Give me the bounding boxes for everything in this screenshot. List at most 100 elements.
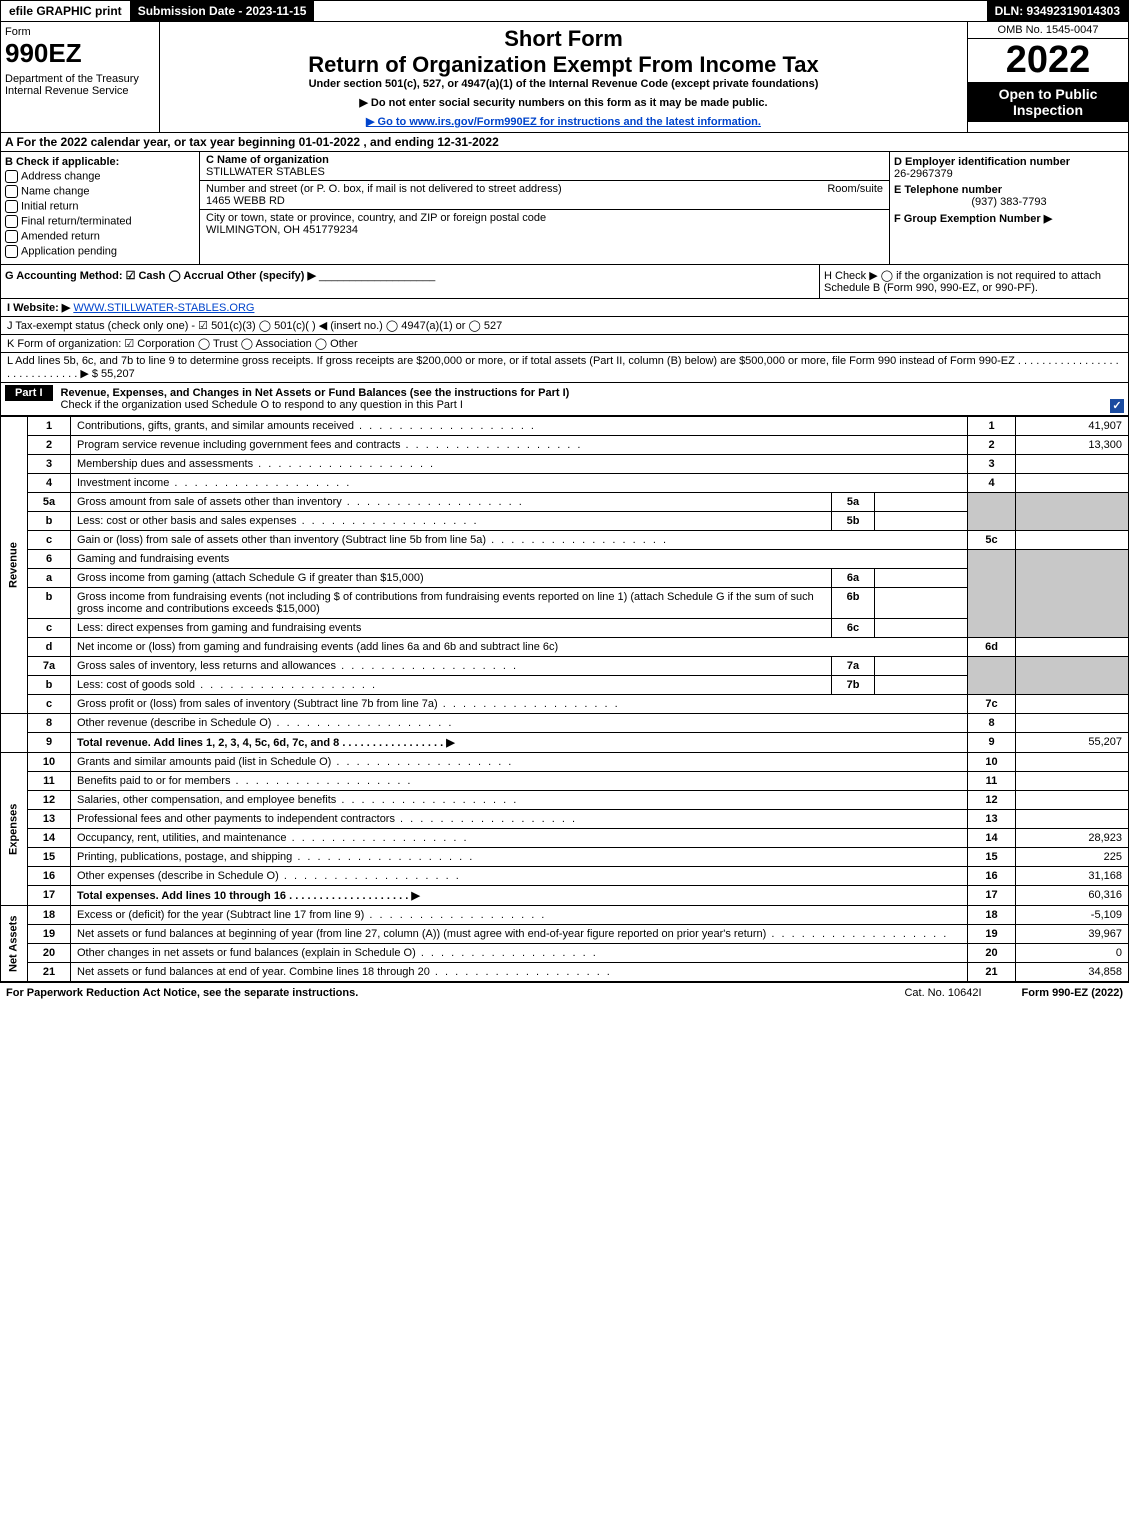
header-left: Form 990EZ Department of the Treasury In… — [1, 22, 160, 132]
l-text: L Add lines 5b, 6c, and 7b to line 9 to … — [7, 355, 1119, 380]
line-ref: 7c — [968, 695, 1016, 714]
section-g-text: G Accounting Method: ☑ Cash ◯ Accrual Ot… — [5, 270, 316, 282]
form-number: 990EZ — [5, 38, 155, 69]
part-1-check-text: Check if the organization used Schedule … — [61, 399, 463, 411]
grey-cell — [968, 657, 1016, 695]
group-exempt-label: F Group Exemption Number ▶ — [894, 212, 1124, 225]
line-desc: Occupancy, rent, utilities, and maintena… — [71, 829, 968, 848]
total-rev-text: Total revenue. Add lines 1, 2, 3, 4, 5c,… — [77, 737, 455, 749]
line-desc: Gross amount from sale of assets other t… — [71, 493, 832, 512]
chk-amended-return[interactable]: Amended return — [5, 230, 195, 243]
line-num: 1 — [28, 417, 71, 436]
line-amount: 13,300 — [1016, 436, 1129, 455]
line-ref: 4 — [968, 474, 1016, 493]
netassets-side-label: Net Assets — [1, 906, 28, 982]
part-1-label: Part I — [5, 385, 53, 401]
checkbox-icon[interactable] — [5, 170, 18, 183]
line-ref: 2 — [968, 436, 1016, 455]
line-desc: Other revenue (describe in Schedule O) — [71, 714, 968, 733]
line-num: 6 — [28, 550, 71, 569]
line-num: 21 — [28, 963, 71, 982]
checkbox-icon[interactable] — [5, 230, 18, 243]
chk-final-return[interactable]: Final return/terminated — [5, 215, 195, 228]
line-amount: 60,316 — [1016, 886, 1129, 906]
ein-value: 26-2967379 — [894, 168, 1124, 180]
line-amount: 0 — [1016, 944, 1129, 963]
subline-amount — [875, 657, 968, 676]
website-link[interactable]: WWW.STILLWATER-STABLES.ORG — [73, 302, 254, 314]
dln-number: DLN: 93492319014303 — [987, 1, 1128, 21]
line-num: 15 — [28, 848, 71, 867]
section-h: H Check ▶ ◯ if the organization is not r… — [819, 265, 1128, 298]
line-amount — [1016, 638, 1129, 657]
org-city-block: City or town, state or province, country… — [200, 210, 889, 238]
submission-date: Submission Date - 2023-11-15 — [130, 1, 315, 21]
section-j-tax-exempt: J Tax-exempt status (check only one) - ☑… — [0, 317, 1129, 335]
l-amount: 55,207 — [101, 368, 135, 380]
form-title: Return of Organization Exempt From Incom… — [164, 52, 963, 78]
line-desc: Less: direct expenses from gaming and fu… — [71, 619, 832, 638]
part-1-header: Part I Revenue, Expenses, and Changes in… — [0, 383, 1129, 416]
line-num: 17 — [28, 886, 71, 906]
grey-cell — [968, 550, 1016, 638]
line-num: 2 — [28, 436, 71, 455]
schedule-o-checkbox[interactable] — [1110, 399, 1124, 413]
line-ref: 10 — [968, 753, 1016, 772]
line-num: d — [28, 638, 71, 657]
line-desc: Total expenses. Add lines 10 through 16 … — [71, 886, 968, 906]
efile-graphic-print[interactable]: efile GRAPHIC print — [1, 1, 130, 21]
line-num: c — [28, 531, 71, 550]
addr-label: Number and street (or P. O. box, if mail… — [206, 183, 562, 195]
ssn-warning: ▶ Do not enter social security numbers o… — [164, 96, 963, 109]
grey-cell — [968, 493, 1016, 531]
subline-amount — [875, 493, 968, 512]
line-desc: Contributions, gifts, grants, and simila… — [71, 417, 968, 436]
checkbox-icon[interactable] — [5, 245, 18, 258]
line-num: 14 — [28, 829, 71, 848]
line-num: 5a — [28, 493, 71, 512]
header-right: OMB No. 1545-0047 2022 Open to Public In… — [967, 22, 1128, 132]
section-a-taxyear: A For the 2022 calendar year, or tax yea… — [0, 133, 1129, 152]
line-desc: Other expenses (describe in Schedule O) — [71, 867, 968, 886]
chk-name-change[interactable]: Name change — [5, 185, 195, 198]
line-ref: 14 — [968, 829, 1016, 848]
omb-number: OMB No. 1545-0047 — [968, 22, 1128, 39]
grey-cell — [1016, 657, 1129, 695]
grey-cell — [1016, 493, 1129, 531]
line-ref: 5c — [968, 531, 1016, 550]
subline-amount — [875, 512, 968, 531]
checkbox-icon[interactable] — [5, 200, 18, 213]
city-label: City or town, state or province, country… — [206, 212, 546, 224]
line-amount: 39,967 — [1016, 925, 1129, 944]
chk-label: Final return/terminated — [21, 215, 132, 227]
org-address-block: Number and street (or P. O. box, if mail… — [200, 181, 889, 210]
line-desc: Investment income — [71, 474, 968, 493]
line-num: 11 — [28, 772, 71, 791]
subline-ref: 5a — [832, 493, 875, 512]
line-num: b — [28, 512, 71, 531]
org-address: 1465 WEBB RD — [206, 195, 285, 207]
irs-link[interactable]: ▶ Go to www.irs.gov/Form990EZ for instru… — [366, 116, 761, 128]
line-amount — [1016, 455, 1129, 474]
checkbox-icon[interactable] — [5, 185, 18, 198]
subline-ref: 7a — [832, 657, 875, 676]
chk-initial-return[interactable]: Initial return — [5, 200, 195, 213]
line-ref: 17 — [968, 886, 1016, 906]
subline-ref: 7b — [832, 676, 875, 695]
line-num: a — [28, 569, 71, 588]
chk-app-pending[interactable]: Application pending — [5, 245, 195, 258]
line-ref: 11 — [968, 772, 1016, 791]
checkbox-icon[interactable] — [5, 215, 18, 228]
chk-address-change[interactable]: Address change — [5, 170, 195, 183]
line-amount: 41,907 — [1016, 417, 1129, 436]
part-1-title-text: Revenue, Expenses, and Changes in Net As… — [61, 387, 570, 399]
goto-irs-link[interactable]: ▶ Go to www.irs.gov/Form990EZ for instru… — [164, 115, 963, 128]
accounting-method: G Accounting Method: ☑ Cash ◯ Accrual Ot… — [1, 265, 819, 298]
line-desc: Program service revenue including govern… — [71, 436, 968, 455]
section-gh: G Accounting Method: ☑ Cash ◯ Accrual Ot… — [0, 265, 1129, 299]
chk-label: Amended return — [21, 230, 100, 242]
tax-year: 2022 — [968, 39, 1128, 82]
line-num: 8 — [28, 714, 71, 733]
tel-label: E Telephone number — [894, 184, 1124, 196]
line-desc: Net income or (loss) from gaming and fun… — [71, 638, 968, 657]
